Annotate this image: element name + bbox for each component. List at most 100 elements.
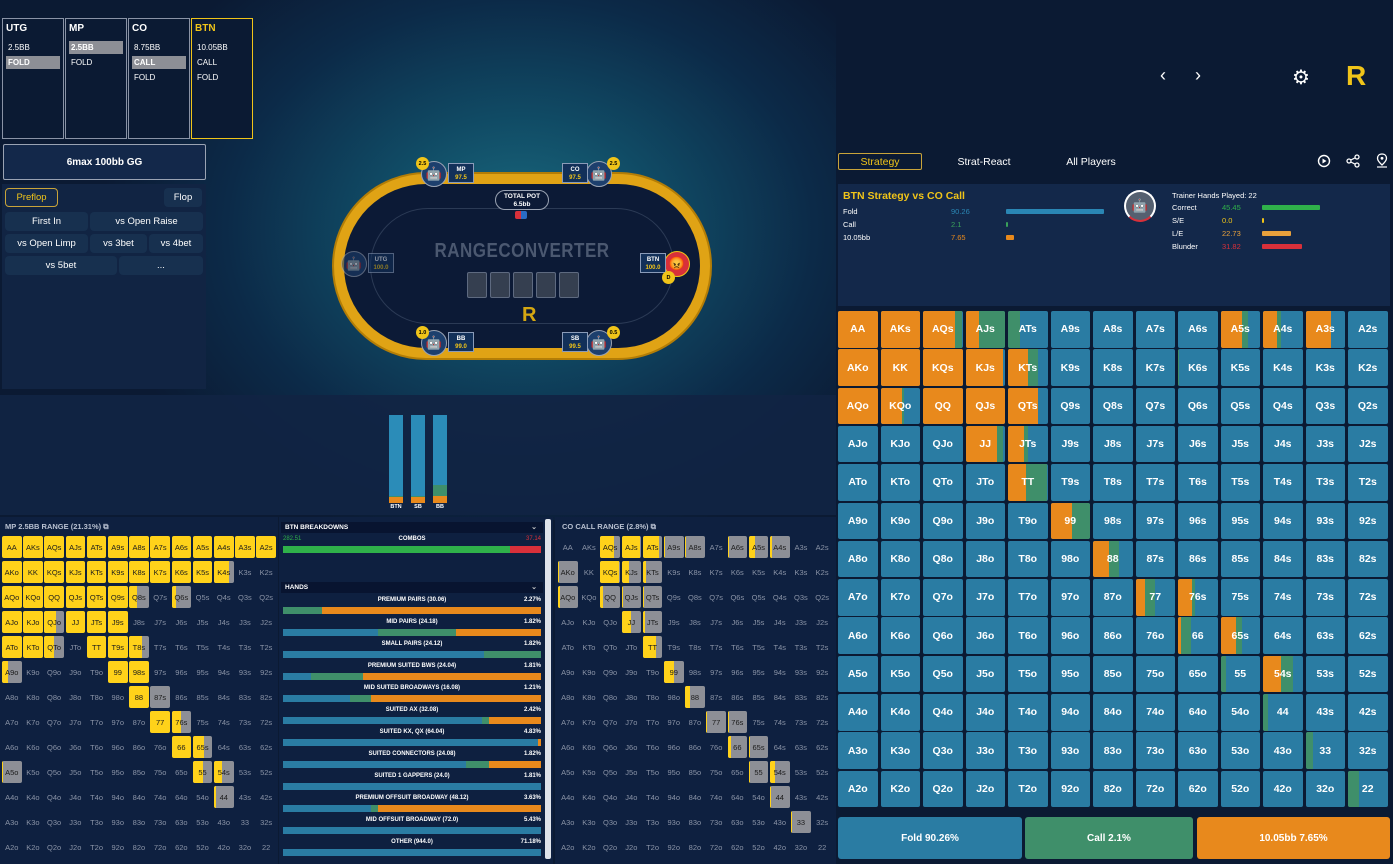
hand-cell[interactable]: K7s	[1135, 349, 1175, 386]
hand-cell[interactable]: 93o	[1050, 732, 1090, 769]
range-cell[interactable]: 52o	[193, 836, 213, 858]
range-cell[interactable]: Q5s	[193, 586, 213, 608]
hand-cell[interactable]: Q5o	[923, 655, 963, 693]
range-cell[interactable]: 64s	[214, 736, 234, 758]
hand-cell[interactable]: T3o	[1008, 732, 1048, 769]
range-cell[interactable]: Q5s	[749, 586, 769, 608]
position-action[interactable]: FOLD	[6, 56, 60, 69]
range-cell[interactable]: TT	[86, 636, 107, 658]
range-cell[interactable]: KK	[579, 561, 599, 583]
range-cell[interactable]: T6o	[87, 736, 107, 758]
range-cell[interactable]: KJs	[621, 561, 642, 583]
range-cell[interactable]: A3o	[2, 811, 22, 833]
hand-cell[interactable]: 96s	[1178, 502, 1218, 539]
range-cell[interactable]: 54o	[193, 786, 213, 808]
range-cell[interactable]: A6o	[558, 736, 578, 758]
hand-cell[interactable]: KTs	[1008, 349, 1048, 386]
hand-cell[interactable]: 95o	[1050, 655, 1090, 693]
range-cell[interactable]: A8o	[558, 686, 578, 708]
hand-cell[interactable]: Q5s	[1220, 387, 1260, 425]
hand-cell[interactable]: J4s	[1263, 425, 1303, 463]
range-cell[interactable]: J8o	[66, 686, 86, 708]
range-cell[interactable]: 96s	[728, 661, 748, 683]
range-cell[interactable]: A4s	[770, 536, 790, 558]
range-cell[interactable]: AJs	[621, 536, 642, 558]
range-cell[interactable]: J6o	[622, 736, 642, 758]
hand-cell[interactable]: KQs	[923, 349, 963, 386]
range-cell[interactable]: 93s	[235, 661, 255, 683]
hand-cell[interactable]: 93s	[1305, 502, 1345, 539]
range-cell[interactable]: T3s	[235, 636, 255, 658]
hand-cell[interactable]: J9o	[965, 502, 1005, 539]
range-cell[interactable]: A7s	[706, 536, 726, 558]
range-cell[interactable]: J7o	[66, 711, 86, 733]
chevron-down-icon[interactable]: ⌄	[531, 584, 537, 591]
range-cell[interactable]: QJo	[44, 611, 64, 633]
range-cell[interactable]: Q2s	[256, 586, 276, 608]
range-cell[interactable]: A3s	[791, 536, 811, 558]
range-cell[interactable]: Q7o	[600, 711, 620, 733]
range-cell[interactable]: A5s	[748, 536, 769, 558]
range-cell[interactable]: 53o	[193, 811, 213, 833]
range-cell[interactable]: 53s	[791, 761, 811, 783]
copy-icon[interactable]: ⧉	[103, 522, 109, 531]
range-cell[interactable]: 42o	[770, 836, 790, 858]
hand-cell[interactable]: K5s	[1220, 349, 1260, 386]
hand-cell[interactable]: K3o	[880, 732, 920, 769]
hand-cell[interactable]: KTo	[880, 464, 920, 501]
range-cell[interactable]: A3o	[558, 811, 578, 833]
range-cell[interactable]: QJs	[65, 586, 86, 608]
range-cell[interactable]: A7o	[2, 711, 22, 733]
position-action[interactable]: 2.5BB	[8, 43, 30, 52]
range-cell[interactable]: T9s	[108, 636, 128, 658]
range-cell[interactable]: J4s	[770, 611, 790, 633]
hand-cell[interactable]: K6o	[880, 617, 920, 654]
range-cell[interactable]: KQs	[600, 561, 620, 583]
range-cell[interactable]: AJo	[2, 611, 22, 633]
range-cell[interactable]: 63o	[728, 811, 748, 833]
range-cell[interactable]: T5s	[193, 636, 213, 658]
seat-utg[interactable]: 🤖 UTG 100.0	[338, 243, 418, 283]
hand-cell[interactable]: 32s	[1348, 732, 1388, 769]
range-cell[interactable]: J2s	[256, 611, 276, 633]
range-cell[interactable]: J6s	[728, 611, 748, 633]
hand-cell[interactable]: 74o	[1135, 694, 1175, 731]
range-cell[interactable]: K6o	[23, 736, 43, 758]
range-cell[interactable]: ATs	[642, 536, 663, 558]
range-cell[interactable]: AKs	[23, 536, 43, 558]
hand-cell[interactable]: TT	[1008, 464, 1048, 501]
range-cell[interactable]: 72o	[706, 836, 726, 858]
hand-cell[interactable]: 83s	[1305, 540, 1345, 578]
hand-cell[interactable]: QQ	[923, 387, 963, 425]
range-cell[interactable]: 98o	[664, 686, 684, 708]
hand-cell[interactable]: JTs	[1008, 425, 1048, 463]
range-cell[interactable]: 96o	[108, 736, 128, 758]
hand-cell[interactable]: 63s	[1305, 617, 1345, 654]
range-cell[interactable]: K4s	[214, 561, 234, 583]
range-cell[interactable]: A5s	[192, 536, 213, 558]
range-cell[interactable]: 75o	[150, 761, 170, 783]
range-cell[interactable]: 65o	[172, 761, 192, 783]
hand-cell[interactable]: QTs	[1008, 387, 1048, 425]
range-cell[interactable]: J4s	[214, 611, 234, 633]
hand-cell[interactable]: A2o	[838, 770, 878, 808]
range-cell[interactable]: T8s	[129, 636, 149, 658]
range-cell[interactable]: T5o	[87, 761, 107, 783]
range-cell[interactable]: K3s	[791, 561, 811, 583]
breakdown-header[interactable]: BTN BREAKDOWNS ⌄	[281, 522, 543, 533]
range-cell[interactable]: Q3s	[235, 586, 255, 608]
range-cell[interactable]: 95s	[193, 661, 213, 683]
range-cell[interactable]: Q7s	[150, 586, 170, 608]
range-cell[interactable]: J4o	[622, 786, 642, 808]
range-cell[interactable]: QTo	[44, 636, 64, 658]
chevron-down-icon[interactable]: ⌄	[531, 524, 537, 531]
range-cell[interactable]: A7s	[150, 536, 170, 558]
range-cell[interactable]: Q8o	[600, 686, 620, 708]
scenario-vs-4bet[interactable]: vs 4bet	[149, 234, 203, 253]
hand-cell[interactable]: 94s	[1263, 502, 1303, 539]
range-cell[interactable]: K2o	[23, 836, 43, 858]
range-cell[interactable]: 97s	[706, 661, 726, 683]
hand-cell[interactable]: Q8o	[923, 540, 963, 578]
hand-cell[interactable]: AQs	[923, 311, 963, 348]
range-cell[interactable]: Q2o	[600, 836, 620, 858]
